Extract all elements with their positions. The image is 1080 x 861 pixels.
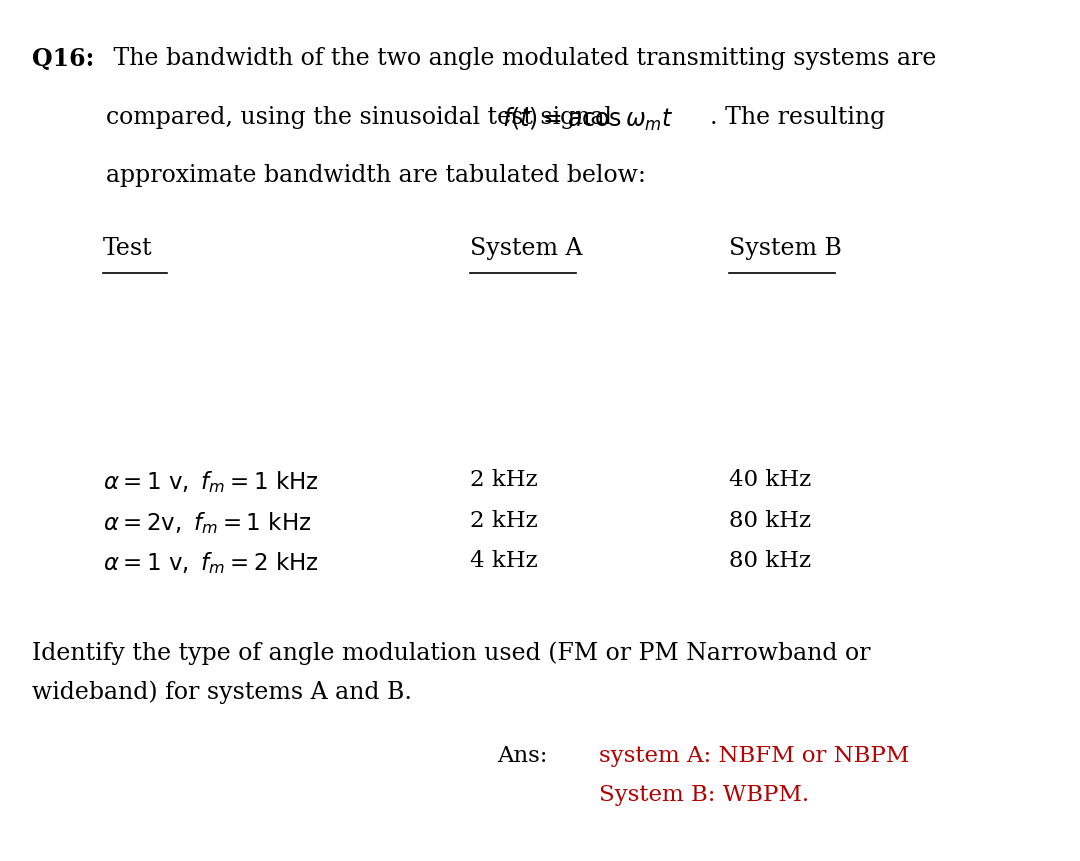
Text: system A: NBFM or NBPM: system A: NBFM or NBPM [599,745,909,767]
Text: 80 kHz: 80 kHz [729,510,811,532]
Text: 4 kHz: 4 kHz [470,550,538,573]
Text: 80 kHz: 80 kHz [729,550,811,573]
Text: System B: WBPM.: System B: WBPM. [599,784,810,806]
Text: 40 kHz: 40 kHz [729,469,811,492]
Text: Identify the type of angle modulation used (FM or PM Narrowband or: Identify the type of angle modulation us… [32,641,870,665]
Text: System B: System B [729,237,842,260]
Text: compared, using the sinusoidal test signal: compared, using the sinusoidal test sign… [106,106,619,129]
Text: $f(t) = a\cos\omega_m t$: $f(t) = a\cos\omega_m t$ [502,106,674,133]
Text: $\alpha = 1\ \mathrm{v},\ f_m = 1\ \mathrm{kHz}$: $\alpha = 1\ \mathrm{v},\ f_m = 1\ \math… [103,469,319,495]
Text: . The resulting: . The resulting [710,106,885,129]
Text: 2 kHz: 2 kHz [470,510,538,532]
Text: System A: System A [470,237,582,260]
Text: Ans:: Ans: [497,745,548,767]
Text: $\alpha = 1\ \mathrm{v},\ f_m = 2\ \mathrm{kHz}$: $\alpha = 1\ \mathrm{v},\ f_m = 2\ \math… [103,550,319,576]
Text: wideband) for systems A and B.: wideband) for systems A and B. [32,680,413,703]
Text: approximate bandwidth are tabulated below:: approximate bandwidth are tabulated belo… [106,164,646,188]
Text: 2 kHz: 2 kHz [470,469,538,492]
Text: $\alpha = 2\mathrm{v},\ f_m = 1\ \mathrm{kHz}$: $\alpha = 2\mathrm{v},\ f_m = 1\ \mathrm… [103,510,311,536]
Text: Test: Test [103,237,152,260]
Text: The bandwidth of the two angle modulated transmitting systems are: The bandwidth of the two angle modulated… [106,47,936,71]
Text: Q16:: Q16: [32,47,95,71]
